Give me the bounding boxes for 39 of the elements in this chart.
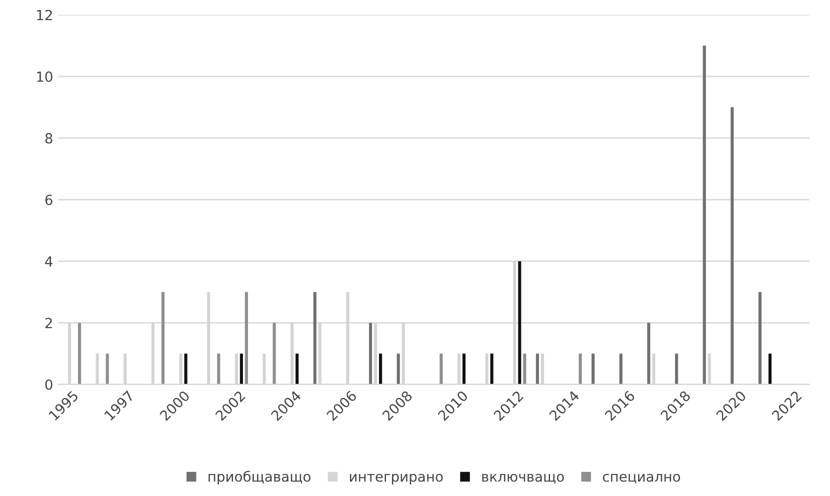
- bar: [240, 354, 243, 384]
- legend-label: интегрирано: [350, 474, 443, 484]
- bar: [106, 354, 109, 384]
- y-tick-label: 2: [45, 318, 52, 328]
- bar: [217, 354, 220, 384]
- bar: [758, 292, 762, 384]
- bar: [647, 322, 650, 384]
- bar: [592, 354, 595, 384]
- bar: [313, 292, 316, 384]
- y-tick-label: 0: [45, 379, 52, 390]
- y-tick-label: 8: [45, 133, 52, 144]
- bar: [296, 354, 299, 384]
- y-tick-label: 12: [37, 10, 52, 20]
- bar: [161, 292, 165, 384]
- y-tick-label: 4: [45, 256, 52, 267]
- bar: [619, 354, 622, 384]
- y-tick-label: 10: [37, 71, 52, 82]
- legend-label: включващо: [482, 474, 564, 484]
- legend-label: специално: [602, 474, 680, 484]
- bar: [462, 354, 466, 384]
- y-tick-label: 6: [45, 194, 52, 206]
- bar: [440, 354, 443, 384]
- bar: [490, 354, 494, 384]
- bar: [379, 354, 382, 384]
- bar: [768, 354, 772, 384]
- bar: [396, 354, 400, 384]
- legend-label: приобщаващо: [208, 470, 310, 484]
- bar: [78, 322, 82, 384]
- bar: [578, 354, 582, 384]
- bar: [536, 354, 539, 384]
- bar: [523, 354, 526, 384]
- bar: [368, 322, 372, 384]
- bar: [675, 354, 678, 384]
- bar: [702, 46, 706, 384]
- bar: [730, 107, 734, 384]
- bar: [184, 354, 188, 384]
- bar: [244, 292, 248, 384]
- bar: [272, 322, 276, 384]
- bar: [518, 261, 522, 384]
